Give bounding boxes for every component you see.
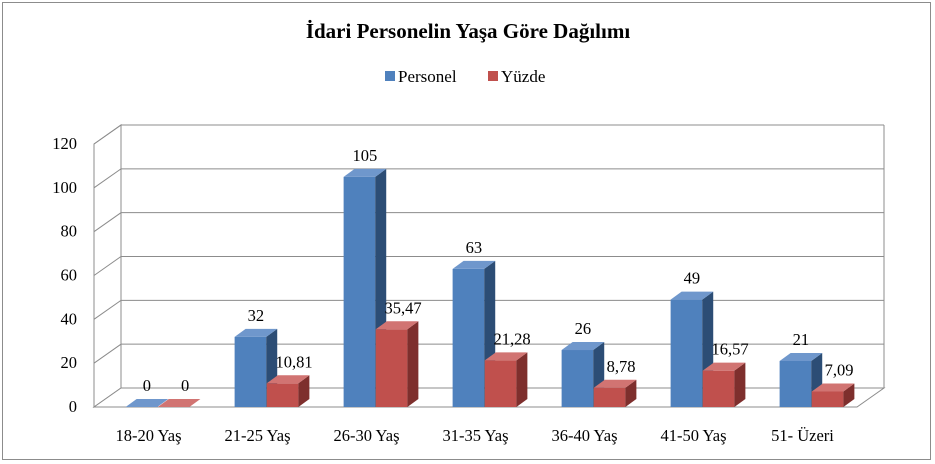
bar-side — [734, 362, 746, 407]
bar-front — [375, 329, 408, 407]
gridline — [93, 124, 884, 145]
bar-top — [811, 383, 855, 392]
y-tick-label: 80 — [61, 222, 78, 241]
bar-personel-4 — [561, 342, 605, 407]
bar-front — [593, 387, 626, 407]
y-tick-label: 100 — [52, 178, 77, 197]
bar-top — [234, 328, 278, 337]
data-label-personel: 0 — [143, 376, 151, 395]
y-tick-label: 120 — [52, 134, 77, 153]
y-axis-ticks: 0 20 40 60 80 100 120 — [52, 134, 77, 416]
legend-label-yuzde: Yüzde — [501, 67, 545, 86]
bars — [125, 168, 855, 407]
bar-top — [670, 291, 714, 300]
data-label-personel: 63 — [466, 238, 483, 257]
bar-front — [234, 336, 267, 407]
data-label-yuzde: 16,57 — [712, 340, 749, 359]
legend-label-personel: Personel — [398, 67, 457, 86]
bar-top — [561, 342, 605, 351]
x-category-label: 36-40 Yaş — [551, 426, 617, 445]
y-tick-label: 0 — [69, 397, 77, 416]
bar-top — [375, 321, 419, 330]
bar-personel-3 — [452, 260, 496, 407]
bar-yuzde-2 — [375, 321, 419, 407]
data-label-yuzde: 0 — [181, 376, 189, 395]
bar-top — [593, 379, 637, 388]
legend: Personel Yüzde — [385, 67, 545, 86]
bar-top — [702, 362, 746, 371]
legend-swatch-personel — [385, 71, 395, 81]
data-labels: 0 0 32 10,81 105 35,47 63 21,28 26 8,78 49 16,57 21 7… — [143, 146, 854, 395]
bar-front — [484, 360, 517, 407]
y-tick-label: 20 — [61, 353, 78, 372]
gridline — [93, 256, 884, 276]
bar-yuzde-5 — [702, 362, 746, 407]
bar-top — [343, 168, 387, 177]
bar-top — [484, 352, 528, 361]
y-tick-label: 40 — [61, 309, 78, 328]
bar-yuzde-4 — [593, 379, 637, 407]
data-label-yuzde: 21,28 — [494, 329, 531, 348]
x-category-label: 51- Üzeri — [771, 426, 834, 445]
bar-side — [516, 352, 528, 407]
bar-front — [702, 370, 735, 407]
bar-side — [298, 375, 310, 407]
bar-side — [625, 379, 637, 407]
bar-yuzde-3 — [484, 352, 528, 407]
bar-top — [125, 399, 169, 407]
bar-front — [343, 176, 376, 407]
x-category-label: 31-35 Yaş — [442, 426, 508, 445]
bar-top — [779, 352, 823, 361]
legend-swatch-yuzde — [488, 71, 498, 81]
data-label-personel: 26 — [575, 319, 592, 338]
bar-top — [452, 260, 496, 269]
bar-front — [266, 383, 299, 407]
bar-personel-6 — [779, 352, 823, 407]
bar-front — [811, 391, 844, 407]
bar-top — [266, 375, 310, 384]
gridline — [93, 168, 884, 189]
x-category-label: 21-25 Yaş — [224, 426, 290, 445]
data-label-personel: 105 — [353, 146, 378, 165]
bar-personel-0 — [125, 399, 169, 407]
y-tick-label: 60 — [61, 266, 78, 285]
bar-front — [452, 268, 485, 407]
data-label-yuzde: 8,78 — [607, 357, 636, 376]
bar-front — [670, 299, 703, 407]
bar-yuzde-0 — [157, 399, 201, 407]
data-label-yuzde: 10,81 — [276, 352, 313, 371]
gridlines — [93, 124, 885, 388]
data-label-yuzde: 35,47 — [385, 298, 422, 317]
bar-side — [407, 321, 419, 407]
gridline — [93, 212, 884, 233]
gridline — [93, 299, 884, 320]
bar-front — [561, 350, 594, 407]
bar-personel-5 — [670, 291, 714, 407]
x-category-label: 41-50 Yaş — [660, 426, 726, 445]
bar-yuzde-6 — [811, 383, 855, 407]
gridline — [93, 343, 884, 364]
chart-title: İdari Personelin Yaşa Göre Dağılımı — [306, 19, 630, 43]
bar-side — [843, 383, 855, 407]
data-label-yuzde: 7,09 — [825, 360, 854, 379]
x-category-label: 26-30 Yaş — [333, 426, 399, 445]
data-label-personel: 21 — [793, 330, 810, 349]
bar-front — [779, 360, 812, 407]
x-category-label: 18-20 Yaş — [115, 426, 181, 445]
x-axis-categories: 18-20 Yaş 21-25 Yaş 26-30 Yaş 31-35 Yaş 36-4… — [115, 426, 834, 445]
data-label-personel: 32 — [248, 306, 265, 325]
bar-yuzde-1 — [266, 375, 310, 407]
data-label-personel: 49 — [684, 269, 701, 288]
bar-top — [157, 399, 201, 407]
